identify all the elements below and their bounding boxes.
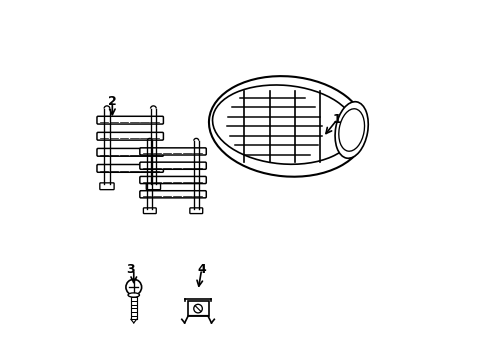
Text: 4: 4 bbox=[197, 263, 205, 276]
FancyBboxPatch shape bbox=[97, 132, 163, 140]
FancyBboxPatch shape bbox=[97, 165, 163, 172]
FancyBboxPatch shape bbox=[187, 301, 208, 316]
Ellipse shape bbox=[212, 85, 354, 164]
Text: 3: 3 bbox=[125, 263, 134, 276]
FancyBboxPatch shape bbox=[146, 183, 160, 190]
FancyBboxPatch shape bbox=[189, 208, 203, 213]
FancyBboxPatch shape bbox=[140, 191, 206, 198]
FancyBboxPatch shape bbox=[100, 183, 114, 190]
Text: 2: 2 bbox=[108, 95, 117, 108]
FancyBboxPatch shape bbox=[97, 148, 163, 156]
Text: 1: 1 bbox=[332, 113, 341, 126]
Ellipse shape bbox=[338, 109, 364, 151]
Ellipse shape bbox=[208, 76, 365, 177]
Ellipse shape bbox=[334, 102, 367, 158]
Ellipse shape bbox=[128, 293, 139, 297]
FancyBboxPatch shape bbox=[140, 148, 206, 155]
FancyBboxPatch shape bbox=[140, 162, 206, 169]
FancyBboxPatch shape bbox=[143, 208, 156, 213]
FancyBboxPatch shape bbox=[140, 176, 206, 184]
FancyBboxPatch shape bbox=[97, 116, 163, 124]
